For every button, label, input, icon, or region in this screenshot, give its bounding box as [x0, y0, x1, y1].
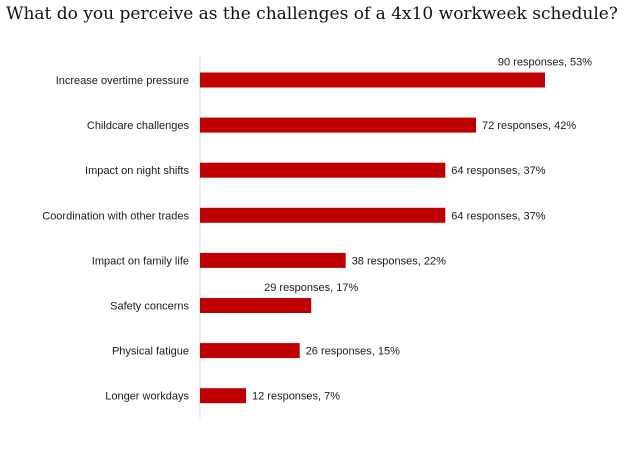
category-label: Longer workdays — [105, 391, 189, 403]
category-label: Impact on night shifts — [85, 165, 189, 177]
bar — [200, 343, 300, 359]
bar — [200, 252, 346, 268]
category-label: Safety concerns — [110, 301, 189, 313]
category-label: Increase overtime pressure — [56, 75, 189, 87]
bar — [200, 298, 312, 313]
data-label: 29 responses, 17% — [264, 282, 358, 294]
category-label: Childcare challenges — [87, 120, 190, 132]
category-label: Coordination with other trades — [42, 210, 189, 222]
data-label: 90 responses, 53% — [498, 57, 592, 69]
bar — [200, 207, 446, 223]
data-label: 64 responses, 37% — [451, 210, 545, 222]
bar — [200, 72, 545, 88]
data-label: 26 responses, 15% — [306, 346, 400, 358]
bar — [200, 117, 476, 133]
category-label: Impact on family life — [92, 255, 189, 267]
bar — [200, 162, 446, 178]
data-label: 12 responses, 7% — [252, 391, 340, 403]
data-label: 38 responses, 22% — [352, 255, 446, 267]
data-label: 64 responses, 37% — [451, 165, 545, 177]
data-label: 72 responses, 42% — [482, 120, 576, 132]
chart-title: What do you perceive as the challenges o… — [6, 4, 618, 24]
bar — [200, 388, 246, 404]
category-label: Physical fatigue — [112, 346, 189, 358]
